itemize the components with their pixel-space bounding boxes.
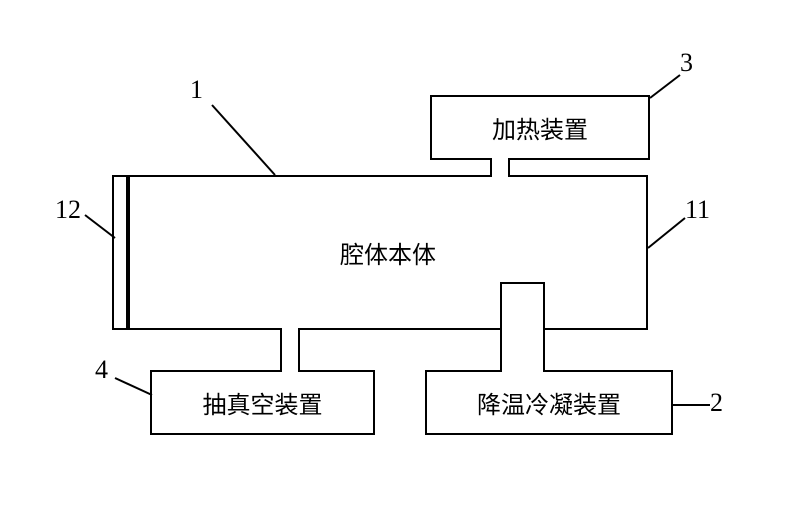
heater-connector-patch	[492, 173, 508, 177]
leader-4	[115, 378, 152, 395]
heater-label: 加热装置	[492, 110, 588, 145]
leader-12	[85, 215, 115, 238]
annotation-12: 12	[55, 195, 81, 225]
vacuum-connector-patch2	[282, 368, 298, 372]
vacuum-connector	[280, 330, 300, 372]
condenser-connector-patch	[502, 328, 543, 332]
leader-1	[212, 105, 275, 175]
annotation-4: 4	[95, 355, 108, 385]
condenser-box: 降温冷凝装置	[425, 370, 673, 435]
vacuum-connector-patch	[282, 328, 298, 332]
vacuum-label: 抽真空装置	[203, 385, 323, 420]
heater-box: 加热装置	[430, 95, 650, 160]
left-panel-box	[112, 175, 128, 330]
leader-11	[648, 218, 685, 248]
main-body-box: 腔体本体	[128, 175, 648, 330]
condenser-connector	[500, 282, 545, 372]
condenser-connector-patch2	[502, 368, 543, 372]
annotation-3: 3	[680, 48, 693, 78]
condenser-label: 降温冷凝装置	[477, 385, 621, 420]
heater-connector-patch2	[492, 158, 508, 162]
main-body-label: 腔体本体	[340, 235, 436, 270]
annotation-11: 11	[685, 195, 710, 225]
vacuum-box: 抽真空装置	[150, 370, 375, 435]
annotation-1: 1	[190, 75, 203, 105]
leader-3	[650, 75, 680, 98]
annotation-2: 2	[710, 388, 723, 418]
